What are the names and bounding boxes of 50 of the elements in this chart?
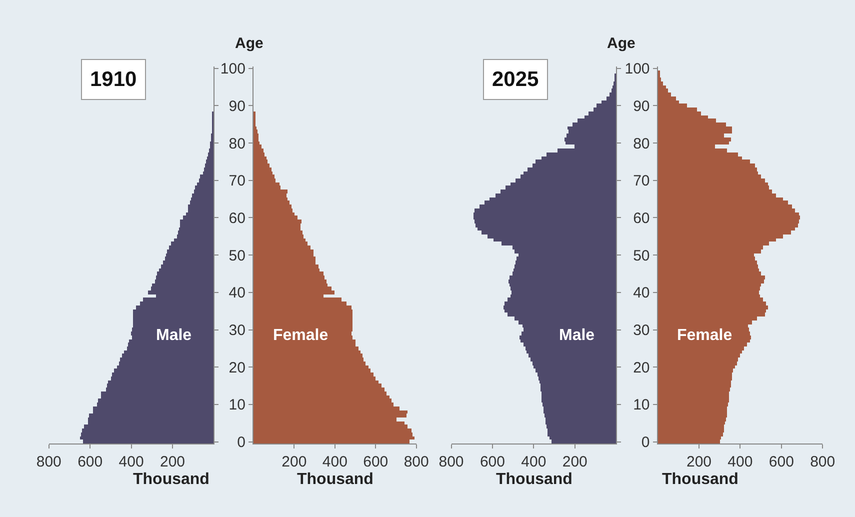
x-tick-label: 600: [480, 454, 505, 471]
y-tick-label: 30: [633, 322, 650, 340]
x-tick-label: 800: [438, 454, 464, 471]
y-tick-label: 80: [633, 135, 650, 152]
y-tick-label: 60: [633, 210, 650, 227]
x-tick-label: 800: [404, 454, 429, 471]
x-tick-label: 400: [118, 454, 144, 471]
y-tick-label: 40: [228, 284, 246, 302]
series-label: Male: [156, 327, 192, 344]
x-tick-label: 600: [78, 454, 103, 471]
y-tick-label: 80: [228, 135, 246, 152]
y-tick-label: 50: [633, 247, 650, 264]
y-tick-label: 20: [228, 359, 246, 376]
x-tick-label: 200: [282, 454, 307, 471]
y-tick-label: 10: [633, 396, 650, 414]
series-label: Female: [677, 327, 732, 344]
y-tick-label: 20: [633, 359, 650, 376]
y-tick-label: 90: [228, 98, 246, 115]
x-tick-label: 600: [768, 454, 794, 471]
series-label: Female: [273, 327, 328, 344]
y-tick-label: 70: [633, 172, 650, 190]
x-axis-title: Thousand: [496, 471, 572, 488]
x-tick-label: 200: [686, 454, 712, 471]
x-tick-label: 800: [810, 454, 836, 471]
y-tick-label: 100: [220, 60, 246, 78]
chart-title: 1910: [90, 68, 137, 91]
x-tick-label: 400: [728, 454, 753, 471]
y-tick-label: 70: [228, 172, 246, 190]
x-tick-label: 400: [521, 454, 546, 471]
y-tick-label: 90: [633, 98, 650, 115]
y-tick-label: 30: [228, 322, 246, 340]
x-axis-title: Thousand: [662, 471, 738, 488]
y-tick-label: 40: [633, 284, 650, 302]
x-axis-title: Thousand: [297, 471, 374, 488]
chart-title: 2025: [492, 68, 540, 91]
y-tick-label: 10: [228, 396, 246, 414]
y-tick-label: 0: [237, 434, 246, 452]
x-tick-label: 200: [562, 454, 588, 471]
y-axis-title: Age: [235, 35, 264, 52]
y-tick-label: 60: [228, 210, 246, 227]
y-tick-label: 0: [641, 434, 650, 452]
x-tick-label: 600: [363, 454, 388, 471]
x-tick-label: 400: [322, 454, 348, 471]
x-tick-label: 200: [160, 454, 186, 471]
x-axis-title: Thousand: [133, 471, 210, 488]
x-tick-label: 800: [36, 454, 62, 471]
y-tick-label: 50: [228, 247, 246, 264]
series-label: Male: [559, 327, 595, 344]
y-tick-label: 100: [624, 60, 650, 78]
y-axis-title: Age: [607, 35, 636, 52]
